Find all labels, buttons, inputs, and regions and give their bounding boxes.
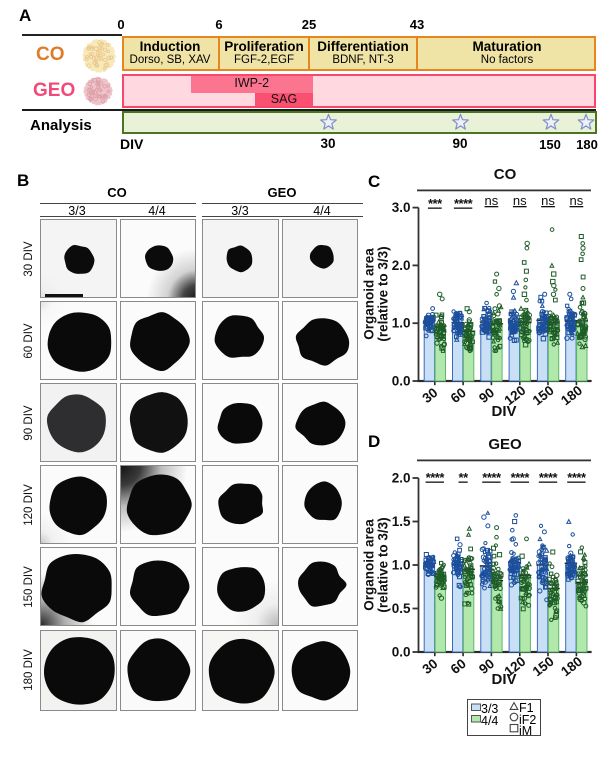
svg-text:2.0: 2.0 (392, 471, 411, 486)
svg-text:2.0: 2.0 (392, 258, 411, 273)
svg-text:****: **** (426, 470, 446, 485)
svg-text:****: **** (482, 470, 502, 485)
svg-text:Organoid area: Organoid area (362, 519, 377, 611)
svg-text:****: **** (454, 196, 474, 211)
svg-text:ns: ns (570, 193, 584, 208)
svg-text:ns: ns (541, 193, 555, 208)
svg-text:150: 150 (530, 383, 557, 409)
svg-text:90: 90 (476, 385, 497, 406)
svg-text:60: 60 (448, 656, 469, 677)
svg-text:Organoid area: Organoid area (362, 248, 377, 340)
svg-text:DIV: DIV (491, 403, 516, 420)
svg-text:60: 60 (448, 385, 469, 406)
svg-text:0.5: 0.5 (392, 601, 411, 616)
svg-text:150: 150 (530, 654, 557, 680)
svg-text:1.0: 1.0 (392, 316, 411, 331)
svg-text:****: **** (511, 470, 531, 485)
svg-text:DIV: DIV (491, 671, 516, 688)
svg-text:ns: ns (513, 193, 527, 208)
svg-text:****: **** (539, 470, 559, 485)
svg-text:(relative to 3/3): (relative to 3/3) (376, 517, 391, 612)
svg-text:ns: ns (485, 193, 499, 208)
svg-text:****: **** (567, 470, 587, 485)
svg-text:GEO: GEO (488, 436, 522, 453)
svg-text:***: *** (428, 196, 443, 211)
svg-text:CO: CO (494, 166, 517, 183)
svg-text:3.0: 3.0 (392, 200, 411, 215)
svg-text:0.0: 0.0 (392, 645, 411, 660)
svg-text:1.5: 1.5 (392, 514, 411, 529)
svg-text:(relative to 3/3): (relative to 3/3) (376, 246, 391, 341)
svg-text:180: 180 (558, 383, 585, 409)
svg-text:1.0: 1.0 (392, 558, 411, 573)
svg-text:90: 90 (476, 656, 497, 677)
svg-text:30: 30 (419, 385, 440, 406)
svg-text:30: 30 (419, 656, 440, 677)
svg-text:0.0: 0.0 (392, 374, 411, 389)
svg-text:180: 180 (558, 654, 585, 680)
svg-text:**: ** (459, 470, 470, 485)
